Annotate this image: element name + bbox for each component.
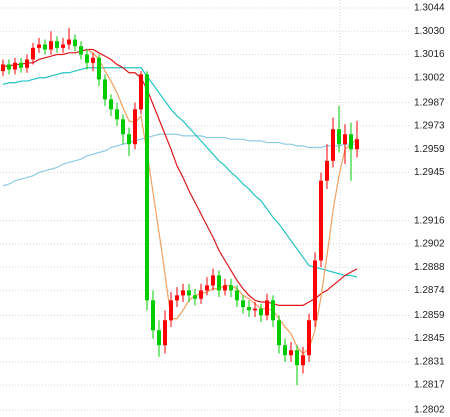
candle-body bbox=[355, 139, 359, 150]
candle-body bbox=[151, 300, 155, 331]
y-tick-label: 1.2802 bbox=[414, 405, 445, 416]
candle-body bbox=[331, 129, 335, 161]
candle-body bbox=[295, 350, 299, 366]
candle-body bbox=[163, 320, 167, 346]
candle-body bbox=[193, 295, 197, 299]
y-tick-label: 1.2888 bbox=[414, 262, 445, 273]
candle-body bbox=[349, 134, 353, 150]
y-tick-label: 1.2987 bbox=[414, 97, 445, 108]
candle-body bbox=[49, 41, 53, 50]
candle-body bbox=[343, 134, 347, 145]
candle-body bbox=[37, 44, 41, 48]
moving-average-line bbox=[2, 67, 358, 278]
candle-body bbox=[301, 355, 305, 366]
candle-body bbox=[283, 345, 287, 356]
candle-body bbox=[157, 330, 161, 346]
y-tick-label: 1.2874 bbox=[414, 285, 445, 296]
candle-body bbox=[19, 62, 23, 68]
moving-average-line bbox=[86, 48, 358, 355]
candle-body bbox=[127, 134, 131, 145]
candle-body bbox=[229, 285, 233, 291]
y-tick-label: 1.3016 bbox=[414, 49, 445, 60]
y-tick-label: 1.3002 bbox=[414, 72, 445, 83]
moving-average-line bbox=[2, 133, 357, 187]
candle-body bbox=[235, 290, 239, 301]
y-tick-label: 1.2959 bbox=[414, 144, 445, 155]
y-tick-label: 1.2831 bbox=[414, 356, 445, 367]
moving-averages bbox=[2, 48, 358, 355]
candle-body bbox=[115, 109, 119, 120]
candle-body bbox=[67, 39, 71, 45]
candle-body bbox=[241, 300, 245, 308]
candle-body bbox=[103, 79, 107, 100]
candle-body bbox=[43, 44, 47, 50]
y-tick-label: 1.3030 bbox=[414, 26, 445, 37]
candle-body bbox=[217, 275, 221, 291]
y-tick-label: 1.2845 bbox=[414, 333, 445, 344]
y-tick-label: 1.2859 bbox=[414, 310, 445, 321]
candle-body bbox=[61, 44, 65, 48]
candle-body bbox=[277, 320, 281, 346]
candle-body bbox=[85, 54, 89, 63]
candle-body bbox=[199, 290, 203, 299]
candle-body bbox=[31, 47, 35, 60]
candle-body bbox=[97, 57, 101, 80]
candle-body bbox=[145, 74, 149, 301]
candle-body bbox=[79, 46, 83, 55]
y-tick-label: 1.3044 bbox=[414, 3, 445, 14]
candle-body bbox=[169, 300, 173, 321]
candle-body bbox=[265, 300, 269, 316]
candle-body bbox=[289, 350, 293, 356]
candle-body bbox=[223, 285, 227, 291]
y-tick-label: 1.2817 bbox=[414, 380, 445, 391]
y-tick-label: 1.2916 bbox=[414, 215, 445, 226]
candle-body bbox=[253, 308, 257, 311]
candle-body bbox=[187, 290, 191, 296]
y-tick-label: 1.2973 bbox=[414, 121, 445, 132]
candle-body bbox=[139, 74, 143, 110]
candle-body bbox=[181, 290, 185, 296]
candle-body bbox=[211, 275, 215, 286]
moving-average-line bbox=[3, 48, 358, 306]
candle-body bbox=[247, 307, 251, 311]
candle-body bbox=[313, 260, 317, 321]
candle-body bbox=[205, 285, 209, 291]
candle-body bbox=[325, 160, 329, 181]
candle-body bbox=[337, 129, 341, 145]
candle-body bbox=[319, 180, 323, 261]
y-tick-label: 1.2945 bbox=[414, 167, 445, 178]
candles bbox=[1, 27, 359, 386]
candle-body bbox=[25, 59, 29, 68]
y-axis: 1.3044 1.3030 1.3016 1.3002 1.2987 1.2973 1.29… bbox=[414, 3, 445, 416]
candle-body bbox=[13, 62, 17, 70]
candle-body bbox=[271, 300, 275, 321]
candle-body bbox=[91, 57, 95, 63]
candle-body bbox=[121, 119, 125, 135]
candle-body bbox=[7, 64, 11, 70]
candle-body bbox=[55, 41, 59, 48]
candle-body bbox=[73, 39, 77, 47]
candle-body bbox=[133, 109, 137, 145]
candle-body bbox=[307, 320, 311, 356]
candle-body bbox=[259, 308, 263, 316]
candle-body bbox=[1, 64, 5, 72]
y-tick-label: 1.2902 bbox=[414, 239, 445, 250]
candle-body bbox=[109, 99, 113, 110]
candle-body bbox=[175, 295, 179, 301]
